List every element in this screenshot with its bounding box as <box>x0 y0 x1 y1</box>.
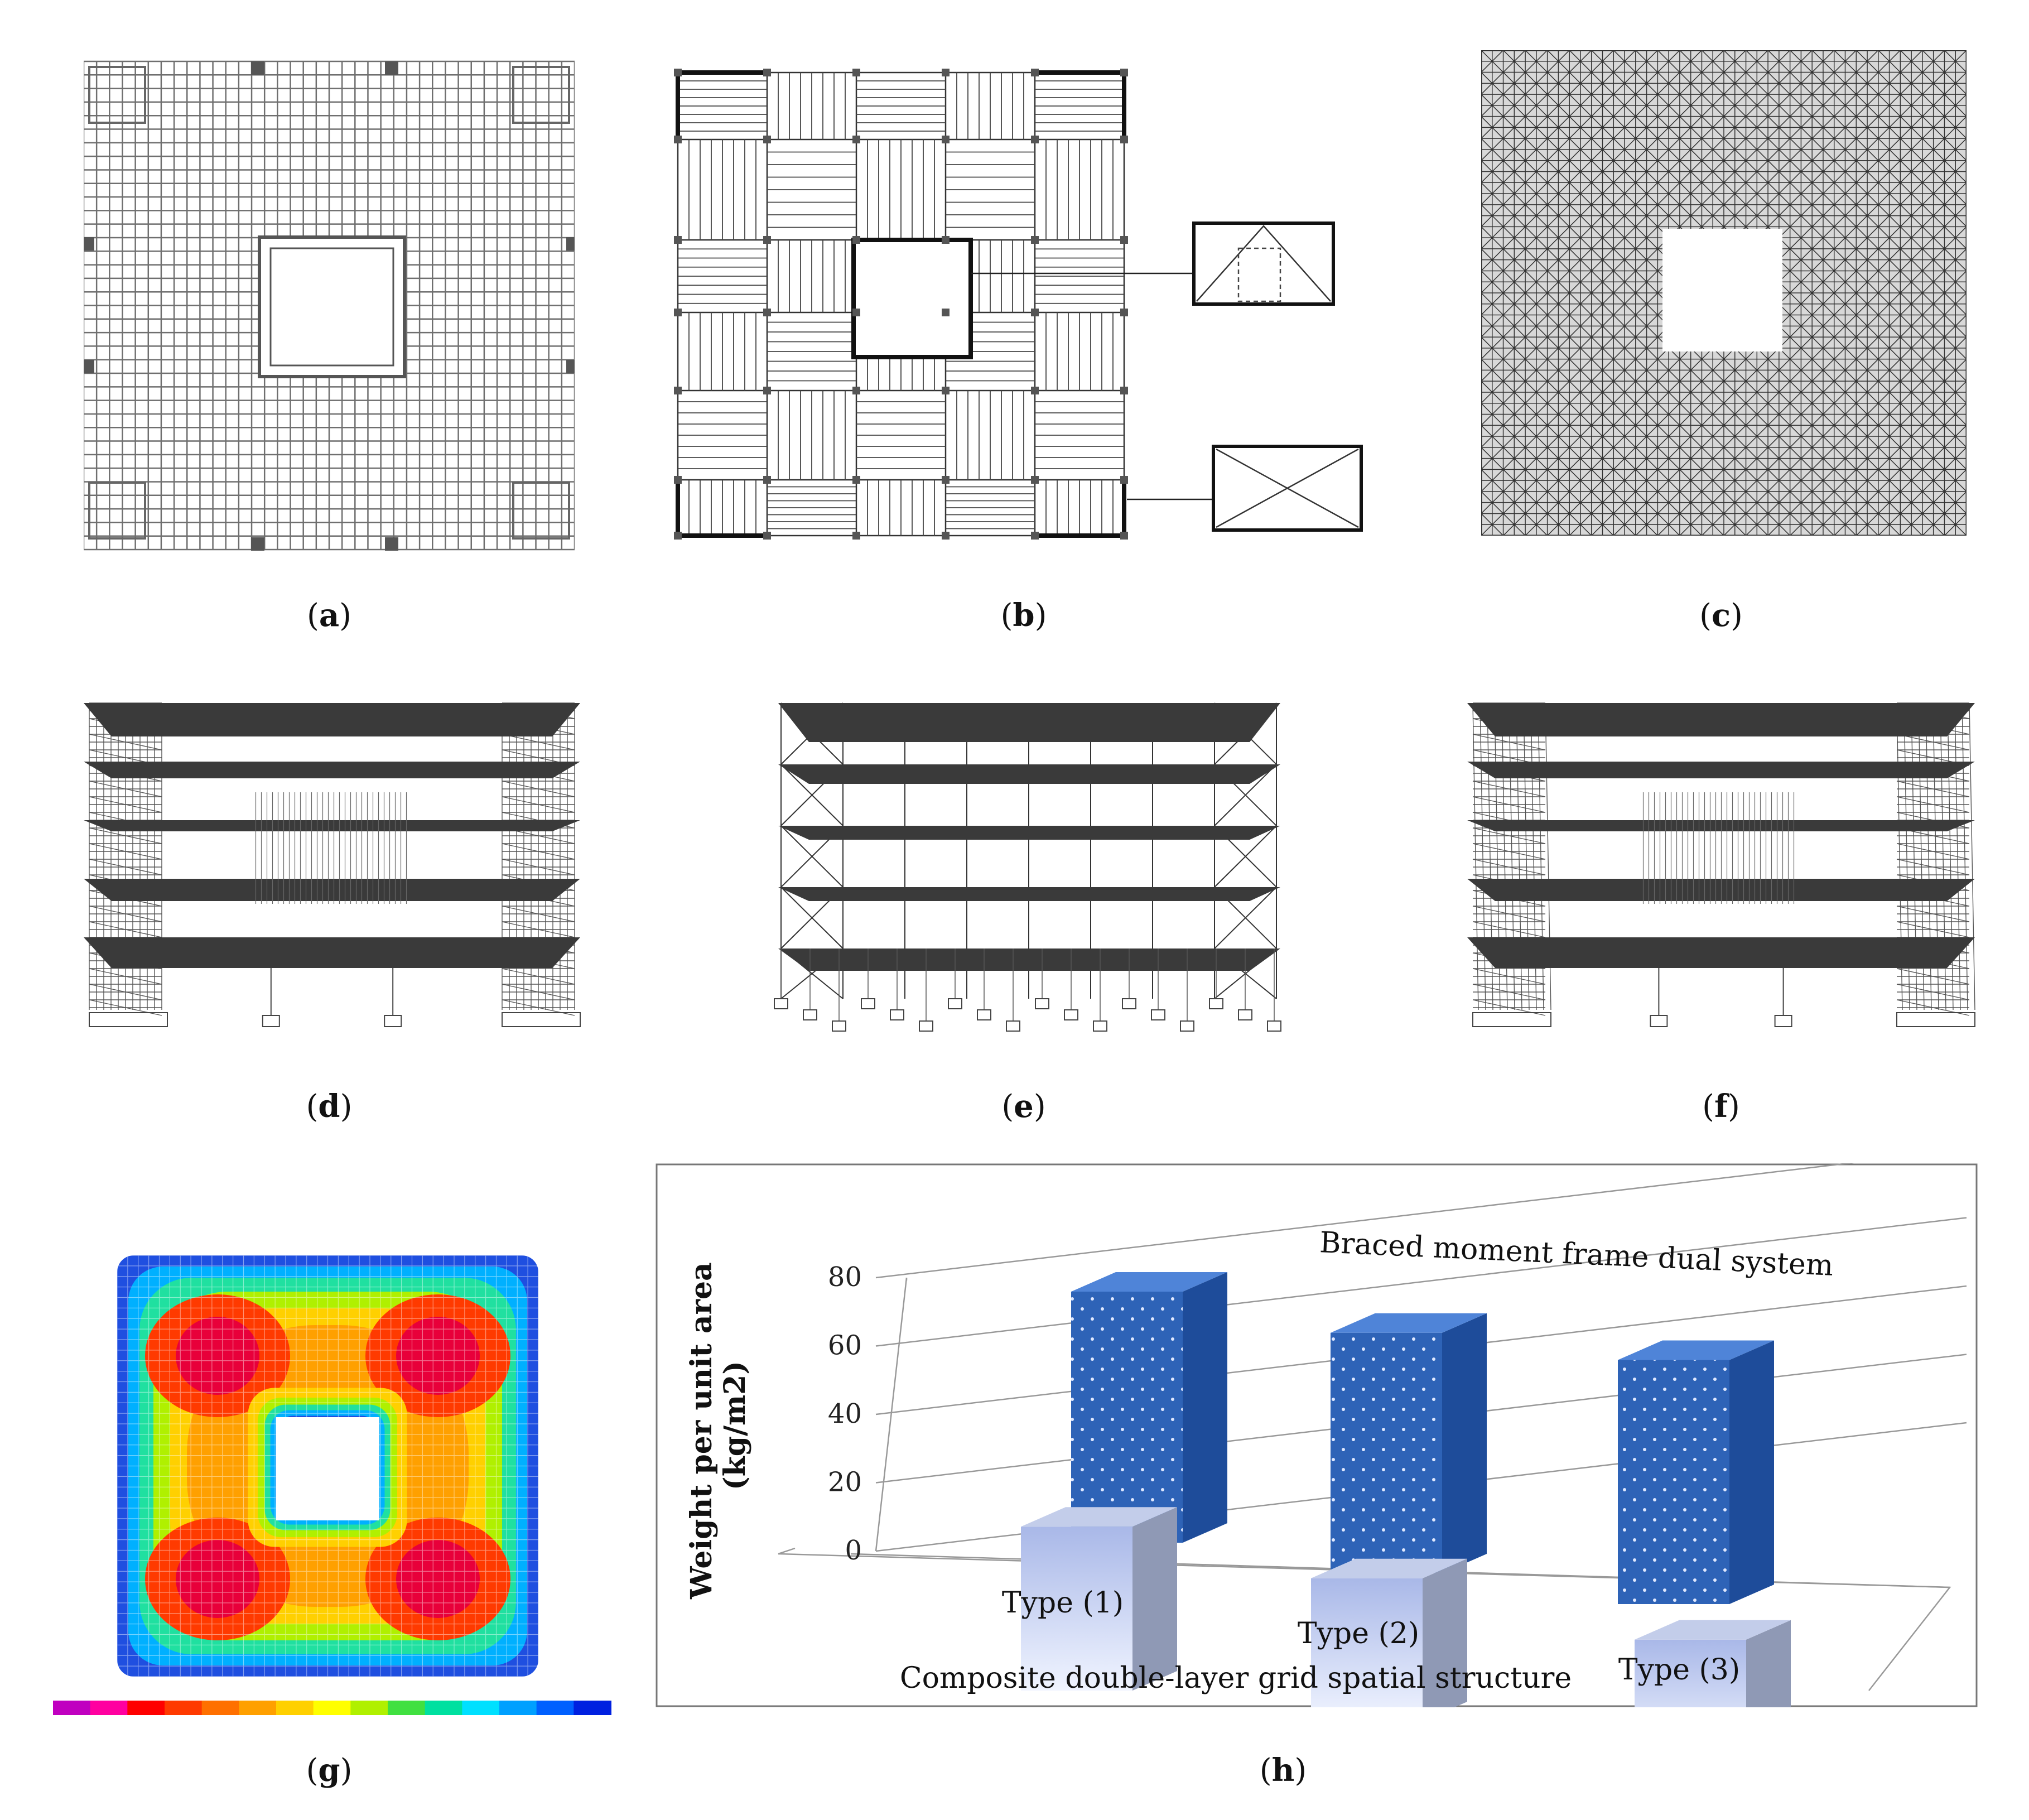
floor-slab <box>778 826 1280 840</box>
caption-e: (e) <box>1001 1088 1046 1125</box>
beam-framing-plan-drawing <box>674 69 1363 540</box>
panel-c-double-layer-grid-plan <box>1481 50 1967 536</box>
bar-front-series <box>1021 1527 1132 1691</box>
category-label: Type (2) <box>1298 1617 1419 1650</box>
floor-slab <box>778 703 1280 742</box>
floor-slab <box>1467 703 1975 736</box>
panel-d-3d-model <box>78 692 586 1043</box>
y-tick-label: 40 <box>828 1398 862 1429</box>
y-axis-label-line1: Weight per unit area <box>685 1262 719 1600</box>
column-marker <box>84 360 94 373</box>
panel-e-3d-braced-frame <box>770 697 1289 1043</box>
series-label-front: Composite double-layer grid spatial stru… <box>900 1662 1572 1695</box>
caption-c: (c) <box>1699 597 1743 634</box>
panel-f-3d-model <box>1462 692 1980 1043</box>
floor-slab <box>84 762 580 778</box>
legend-swatch <box>276 1701 314 1715</box>
column-marker <box>84 237 94 251</box>
3d-model-f-drawing <box>1467 702 1975 1027</box>
detail-box-top <box>1192 222 1335 306</box>
legend-swatch <box>201 1701 240 1715</box>
floor-slab <box>778 887 1280 901</box>
double-layer-grid-drawing <box>1481 50 1967 536</box>
category-label: Type (1) <box>1002 1586 1124 1620</box>
column-marker <box>385 61 398 75</box>
floor-grid-plan-drawing <box>84 60 575 551</box>
y-tick-label: 0 <box>845 1535 862 1566</box>
gridline <box>875 1217 1967 1347</box>
caption-a: (a) <box>306 597 351 634</box>
legend-swatch <box>90 1701 128 1715</box>
floor-slab <box>84 820 580 831</box>
panel-b-beam-framing-plan <box>664 56 1372 558</box>
y-axis-label: Weight per unit area (kg/m2) <box>685 1252 752 1600</box>
floor-slab <box>84 937 580 968</box>
floor-slab <box>84 879 580 901</box>
column-marker <box>566 360 575 373</box>
caption-g: (g) <box>306 1752 353 1789</box>
caption-d: (d) <box>306 1088 353 1125</box>
legend-swatch <box>127 1701 165 1715</box>
floor-slab <box>1467 937 1975 968</box>
legend-swatch <box>425 1701 463 1715</box>
caption-h: (h) <box>1259 1752 1307 1789</box>
panel-h-bar-chart: 0 20 40 60 80 Weight per unit area (kg/m2) T… <box>656 1163 1978 1707</box>
legend-swatch <box>239 1701 277 1715</box>
category-label: Type (3) <box>1618 1653 1740 1687</box>
legend-swatch <box>350 1701 388 1715</box>
y-tick-label: 80 <box>828 1262 862 1293</box>
panel-a-floor-grid-plan <box>84 59 575 561</box>
legend-swatch <box>536 1701 575 1715</box>
stress-contour-drawing <box>53 1255 611 1715</box>
legend-swatch <box>462 1701 500 1715</box>
legend-swatch <box>499 1701 537 1715</box>
weight-bar-chart: 0 20 40 60 80 Weight per unit area (kg/m2) T… <box>656 1163 1978 1707</box>
bar-front-series <box>1635 1639 1746 1707</box>
floor-slab <box>1467 762 1975 778</box>
legend-swatch <box>165 1701 203 1715</box>
gridline <box>875 1163 1854 1279</box>
3d-model-d-drawing <box>84 702 581 1027</box>
bar-back-series <box>1618 1360 1729 1604</box>
column-marker <box>251 537 264 551</box>
bar-back-series <box>1331 1332 1442 1573</box>
panel-g-stress-contour <box>45 1244 625 1724</box>
column-marker <box>251 61 264 75</box>
legend-swatch <box>313 1701 351 1715</box>
caption-f: (f) <box>1702 1088 1740 1125</box>
column-marker <box>385 537 398 551</box>
floor-slab <box>84 703 580 736</box>
3d-model-e-drawing <box>774 702 1281 1032</box>
y-tick-label: 20 <box>828 1467 862 1498</box>
bar-back-series <box>1071 1292 1183 1543</box>
column-marker <box>566 237 575 251</box>
legend-swatch <box>53 1701 91 1715</box>
floor-slab <box>778 948 1280 971</box>
y-axis-label-line2: (kg/m2) <box>718 1361 752 1490</box>
y-tick-label: 60 <box>828 1330 862 1361</box>
legend-swatch <box>388 1701 426 1715</box>
caption-b: (b) <box>1000 597 1047 634</box>
legend-swatch <box>573 1701 611 1715</box>
floor-slab <box>778 764 1280 784</box>
bar-front-series <box>1311 1578 1423 1707</box>
